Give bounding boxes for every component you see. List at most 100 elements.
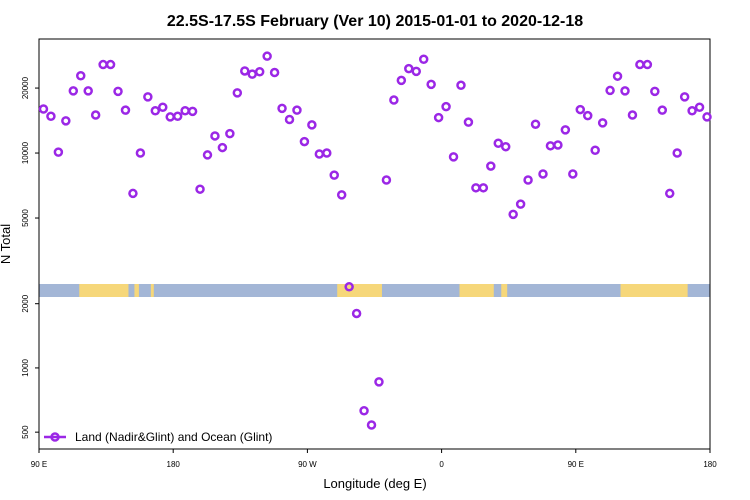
data-point — [61, 116, 71, 126]
data-point — [404, 63, 414, 74]
data-point — [515, 199, 526, 209]
data-point — [605, 85, 615, 96]
data-point — [180, 106, 190, 116]
land-segment-5 — [501, 284, 508, 297]
land-segment-6 — [620, 284, 688, 297]
data-point — [90, 110, 101, 120]
data-point — [627, 110, 638, 120]
y-tick-label: 2000 — [21, 294, 30, 312]
data-points — [38, 51, 712, 430]
data-point — [68, 86, 79, 96]
data-point — [545, 141, 556, 151]
data-point — [329, 170, 339, 180]
data-point — [471, 183, 481, 193]
data-point — [150, 106, 161, 116]
data-point — [538, 169, 548, 179]
data-point — [210, 131, 220, 141]
data-point — [381, 175, 392, 185]
data-point — [38, 104, 49, 114]
data-point — [575, 104, 586, 115]
land-segment-1 — [134, 284, 139, 297]
data-point — [650, 86, 660, 97]
x-tick-label: 90 W — [298, 460, 317, 469]
data-point — [687, 106, 697, 116]
x-axis-label: Longitude (deg E) — [323, 476, 426, 491]
data-point — [612, 71, 623, 81]
data-point — [105, 59, 116, 70]
data-point — [277, 103, 287, 114]
data-point — [172, 111, 183, 122]
data-point — [322, 148, 332, 158]
data-point — [396, 75, 407, 86]
x-tick-label: 90 E — [568, 460, 584, 469]
land-segment-0 — [79, 284, 129, 297]
data-point — [336, 190, 347, 200]
data-point — [463, 117, 474, 127]
legend: Land (Nadir&Glint) and Ocean (Glint) — [44, 430, 272, 444]
data-point — [284, 114, 295, 125]
data-point — [351, 308, 362, 319]
data-point — [642, 59, 653, 70]
data-point — [165, 112, 175, 122]
data-point — [441, 101, 451, 112]
data-point — [508, 209, 518, 220]
data-point — [359, 405, 369, 416]
data-point — [46, 111, 56, 122]
data-point — [486, 161, 496, 171]
land-segment-2 — [150, 284, 154, 297]
data-point — [553, 140, 563, 150]
data-point — [657, 105, 668, 115]
data-point — [195, 184, 205, 194]
axis-ticks: 90 E 180 90 W 0 90 E 180 500 1000 2000 5000 10000 2… — [21, 76, 717, 469]
x-tick-label: 0 — [439, 460, 444, 469]
data-point — [694, 102, 705, 112]
data-point — [158, 102, 168, 112]
data-point — [418, 54, 429, 64]
data-point — [582, 110, 593, 121]
data-point — [262, 51, 272, 61]
y-tick-label: 500 — [21, 425, 30, 439]
y-tick-label: 5000 — [21, 209, 30, 227]
data-point — [568, 169, 578, 179]
land-segment-4 — [459, 284, 494, 297]
legend-label: Land (Nadir&Glint) and Ocean (Glint) — [75, 430, 272, 444]
land-segment-3 — [337, 284, 382, 297]
data-point — [374, 377, 384, 387]
x-tick-label: 90 E — [31, 460, 47, 469]
data-point — [269, 67, 280, 78]
data-point — [635, 59, 645, 70]
legend-point-marker — [50, 432, 60, 442]
data-point — [493, 138, 504, 149]
data-point — [225, 128, 235, 139]
y-tick-label: 10000 — [21, 141, 30, 164]
data-point — [202, 150, 213, 160]
data-point — [426, 79, 436, 90]
data-point — [143, 92, 153, 102]
data-point — [217, 142, 228, 153]
data-point — [292, 105, 302, 115]
data-point — [299, 136, 310, 147]
data-point — [240, 66, 250, 76]
data-point — [530, 119, 541, 129]
data-point — [672, 148, 682, 158]
chart-title: 22.5S-17.5S February (Ver 10) 2015-01-01… — [167, 13, 583, 30]
x-tick-label: 180 — [167, 460, 181, 469]
data-point — [314, 149, 325, 159]
data-point — [307, 120, 317, 130]
data-point — [523, 175, 533, 185]
plot-frame — [38, 38, 711, 450]
y-axis-label: N Total — [0, 224, 13, 264]
data-point — [389, 95, 399, 105]
data-point — [411, 66, 422, 77]
data-point — [702, 112, 712, 122]
data-point — [128, 188, 138, 199]
data-point — [679, 92, 690, 102]
data-point — [254, 67, 265, 77]
data-point — [113, 86, 123, 97]
data-point — [620, 86, 630, 96]
y-tick-label: 1000 — [21, 358, 30, 376]
data-point — [232, 88, 243, 98]
data-point — [83, 86, 93, 96]
data-point — [433, 112, 444, 123]
